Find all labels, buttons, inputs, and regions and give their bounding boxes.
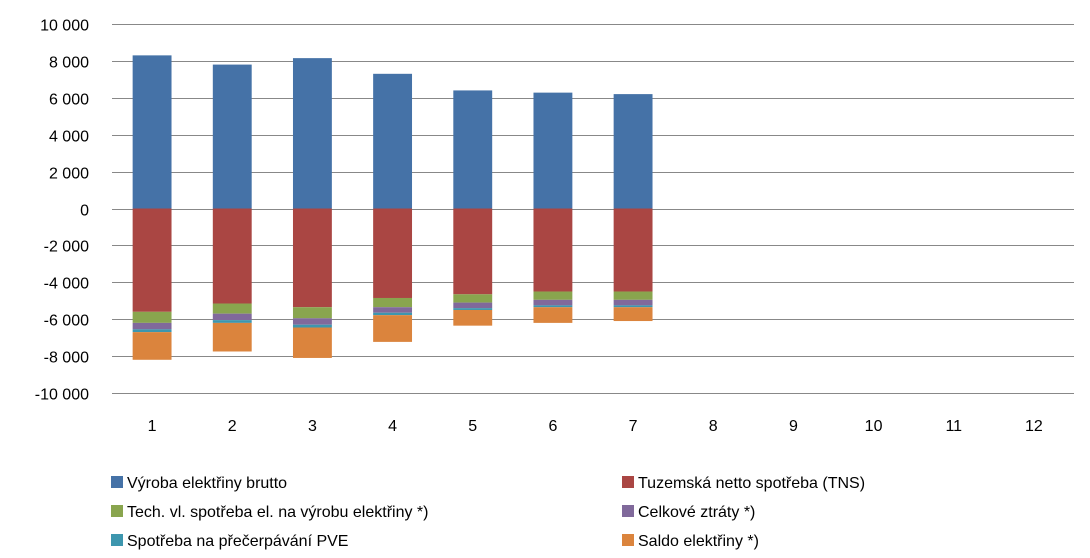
- bar-segment: [212, 322, 252, 352]
- bar-segment: [292, 327, 332, 358]
- bar-segment: [453, 302, 493, 309]
- bar-segment: [453, 294, 493, 303]
- y-tick-label: -10 000: [35, 387, 89, 404]
- legend-label: Tech. vl. spotřeba el. na výrobu elektři…: [127, 504, 428, 521]
- bar-segment: [132, 55, 172, 209]
- x-tick-label: 7: [629, 418, 638, 435]
- y-tick-label: -6 000: [44, 313, 89, 330]
- y-tick-label: 10 000: [40, 18, 89, 35]
- y-tick-label: -8 000: [44, 350, 89, 367]
- bar-segment: [533, 92, 573, 209]
- bar-segment: [613, 208, 653, 292]
- bar-segment: [292, 58, 332, 209]
- bar-segment: [453, 309, 493, 326]
- x-tick-label: 5: [468, 418, 477, 435]
- bar-segment: [132, 208, 172, 312]
- y-axis-tick-labels: 10 000 8 000 6 000 4 000 2 000 0 -2 000 -4 000 -…: [35, 18, 89, 404]
- bar-segment: [373, 312, 413, 316]
- bar-segment: [613, 305, 653, 308]
- x-tick-label: 3: [308, 418, 317, 435]
- bar-segment: [292, 208, 332, 308]
- legend-label: Saldo elektřiny *): [638, 533, 759, 550]
- x-tick-label: 8: [709, 418, 718, 435]
- bar-segment: [533, 305, 573, 308]
- bar-segment: [373, 73, 413, 209]
- bar-segment: [292, 324, 332, 328]
- legend-label: Spotřeba na přečerpávání PVE: [127, 533, 348, 550]
- x-axis-tick-labels: 1 2 3 4 5 6 7 8 9 10 11 12: [148, 418, 1043, 435]
- x-tick-label: 10: [865, 418, 883, 435]
- y-tick-label: 8 000: [49, 55, 89, 72]
- x-tick-label: 12: [1025, 418, 1043, 435]
- legend-swatch: [622, 505, 634, 517]
- y-tick-label: 2 000: [49, 166, 89, 183]
- bar-segment: [373, 315, 413, 342]
- gridlines: [112, 24, 1074, 394]
- bar-segment: [132, 332, 172, 360]
- legend-label: Výroba elektřiny brutto: [127, 475, 287, 492]
- bar-segment: [132, 322, 172, 330]
- legend-label: Celkové ztráty *): [638, 504, 755, 521]
- bar-segment: [373, 297, 413, 308]
- bar-segment: [533, 291, 573, 300]
- bar-segment: [373, 307, 413, 313]
- x-tick-label: 2: [228, 418, 237, 435]
- bar-segment: [292, 307, 332, 319]
- bar-segment: [292, 318, 332, 325]
- bar-segment: [613, 307, 653, 322]
- bar-segment: [613, 94, 653, 209]
- legend-swatch: [622, 476, 634, 488]
- y-tick-label: 6 000: [49, 92, 89, 109]
- bar-segment: [212, 64, 252, 209]
- bar-segment: [613, 299, 653, 306]
- legend-label: Tuzemská netto spotřeba (TNS): [638, 475, 865, 492]
- x-tick-label: 6: [548, 418, 557, 435]
- bar-segment: [533, 307, 573, 323]
- legend-swatch: [111, 476, 123, 488]
- bar-segment: [132, 329, 172, 333]
- bar-segment: [533, 299, 573, 306]
- legend-swatch: [111, 534, 123, 546]
- y-tick-label: -2 000: [44, 239, 89, 256]
- bar-segment: [533, 208, 573, 292]
- x-tick-label: 4: [388, 418, 397, 435]
- y-tick-label: 0: [80, 203, 89, 220]
- bar-segment: [212, 303, 252, 314]
- x-tick-label: 1: [148, 418, 157, 435]
- bar-segment: [453, 208, 493, 295]
- bar-segment: [613, 291, 653, 300]
- legend: Výroba elektřiny brutto Tuzemská netto sp…: [111, 475, 865, 550]
- bar-segment: [453, 90, 493, 209]
- bar-segment: [132, 311, 172, 323]
- bar-segment: [212, 313, 252, 321]
- legend-swatch: [111, 505, 123, 517]
- bar-segment: [373, 208, 413, 298]
- y-tick-label: -4 000: [44, 276, 89, 293]
- legend-swatch: [622, 534, 634, 546]
- bars: [132, 55, 653, 360]
- x-tick-label: 11: [945, 418, 962, 435]
- y-tick-label: 4 000: [49, 129, 89, 146]
- bar-segment: [212, 320, 252, 323]
- bar-segment: [453, 308, 493, 310]
- bar-segment: [212, 208, 252, 304]
- x-tick-label: 9: [789, 418, 798, 435]
